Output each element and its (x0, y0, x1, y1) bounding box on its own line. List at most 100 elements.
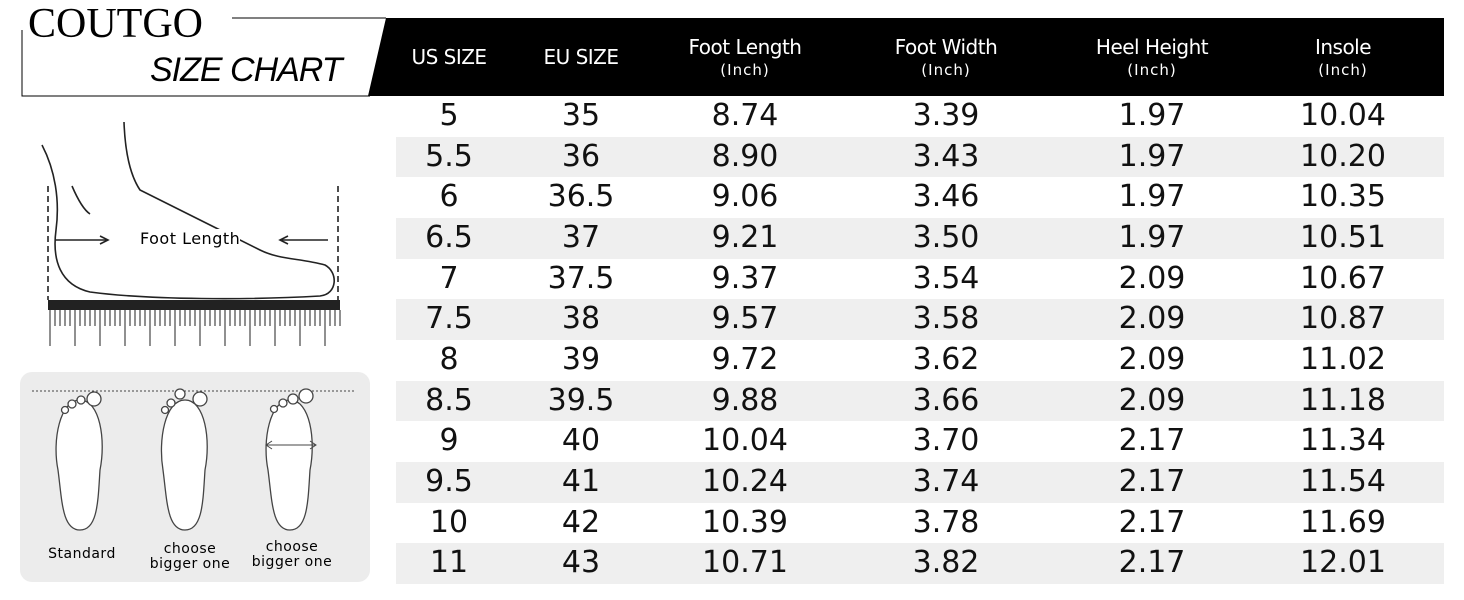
table-cell: 35 (561, 98, 601, 133)
table-cell: 2.17 (1118, 545, 1186, 581)
table-cell: 3.50 (912, 220, 980, 255)
header-label: Foot Length (688, 35, 802, 59)
table-cell: 9 (439, 423, 459, 459)
table-cell: 8.5 (425, 382, 473, 418)
table-cell: 8 (439, 342, 459, 377)
table-cell: 11.02 (1300, 342, 1386, 377)
table-cell: 9.57 (711, 301, 779, 337)
table-cell: 10.51 (1300, 220, 1386, 255)
table-cell: 10.67 (1300, 260, 1386, 296)
table-cell: 9.88 (711, 382, 779, 418)
table-row: 7.5 38 9.57 3.58 2.09 10.87 (396, 299, 1444, 341)
toe-label: choose bigger one (251, 539, 333, 570)
table-cell: 2.17 (1118, 504, 1186, 540)
table-cell: 3.43 (912, 138, 980, 174)
table-cell: 6 (439, 179, 459, 215)
header-label: EU SIZE (543, 45, 619, 69)
table-cell: 2.09 (1118, 260, 1186, 296)
table-cell: 10.20 (1300, 138, 1386, 174)
table-cell: 3.66 (912, 382, 980, 418)
table-cell: 9.72 (711, 342, 779, 377)
table-cell: 3.82 (912, 545, 980, 581)
table-cell: 3.39 (912, 98, 980, 133)
column-header: Heel Height (Inch) (1062, 18, 1242, 96)
table-cell: 9.21 (711, 220, 779, 255)
table-cell: 5.5 (425, 138, 473, 174)
table-cell: 2.09 (1118, 342, 1186, 377)
table-cell: 8.74 (711, 98, 779, 133)
table-cell: 39 (561, 342, 601, 377)
table-cell: 12.01 (1300, 545, 1386, 581)
header-label: Insole (1314, 35, 1372, 59)
table-cell: 3.70 (912, 423, 980, 459)
table-cell: 9.06 (711, 179, 779, 215)
column-header: US SIZE (359, 18, 539, 96)
table-cell: 9.37 (711, 260, 779, 296)
column-header: Foot Length (Inch) (655, 18, 835, 96)
toe-label: Standard (48, 546, 116, 562)
table-row: 7 37.5 9.37 3.54 2.09 10.67 (396, 259, 1444, 300)
table-row: 8 39 9.72 3.62 2.09 11.02 (396, 340, 1444, 381)
table-row: 5 35 8.74 3.39 1.97 10.04 (396, 96, 1444, 137)
table-cell: 41 (561, 464, 601, 499)
table-cell: 43 (561, 545, 601, 581)
table-cell: 10.04 (702, 423, 788, 459)
table-cell: 2.09 (1118, 382, 1186, 418)
table-cell: 10.35 (1300, 179, 1386, 215)
table-cell: 5 (439, 98, 459, 133)
toe-label: choose bigger one (149, 541, 231, 572)
header-unit: (Inch) (921, 61, 971, 79)
table-row: 9.5 41 10.24 3.74 2.17 11.54 (396, 462, 1444, 503)
table-row: 6.5 37 9.21 3.50 1.97 10.51 (396, 218, 1444, 259)
column-header: EU SIZE (491, 18, 671, 96)
table-row: 8.5 39.5 9.88 3.66 2.09 11.18 (396, 380, 1444, 422)
table-cell: 1.97 (1118, 138, 1186, 174)
table-cell: 11.54 (1300, 464, 1386, 499)
table-cell: 3.58 (912, 301, 980, 337)
table-cell: 8.90 (711, 138, 779, 174)
header-unit: (Inch) (1127, 61, 1177, 79)
table-cell: 1.97 (1118, 179, 1186, 215)
table-cell: 6.5 (425, 220, 473, 255)
table-cell: 10.39 (702, 504, 788, 540)
column-header: Foot Width (Inch) (856, 18, 1036, 96)
header-unit: (Inch) (720, 61, 770, 79)
table-cell: 3.62 (912, 342, 980, 377)
table-row: 5.5 36 8.90 3.43 1.97 10.20 (396, 136, 1444, 178)
table-cell: 37 (561, 220, 601, 255)
table-cell: 36 (561, 138, 601, 174)
table-cell: 2.17 (1118, 464, 1186, 499)
table-cell: 36.5 (547, 179, 615, 215)
table-cell: 40 (561, 423, 601, 459)
table-row: 10 42 10.39 3.78 2.17 11.69 (396, 503, 1444, 544)
table-cell: 11.18 (1300, 382, 1386, 418)
header-label: Foot Width (894, 35, 998, 59)
table-cell: 42 (561, 504, 601, 540)
table-cell: 11 (429, 545, 469, 581)
table-cell: 38 (561, 301, 601, 337)
table-cell: 10.71 (702, 545, 788, 581)
header-label: US SIZE (411, 45, 487, 69)
table-cell: 2.17 (1118, 423, 1186, 459)
table-cell: 37.5 (547, 260, 615, 296)
table-cell: 3.78 (912, 504, 980, 540)
foot-length-label: Foot Length (140, 229, 241, 248)
table-row: 6 36.5 9.06 3.46 1.97 10.35 (396, 177, 1444, 218)
table-cell: 1.97 (1118, 98, 1186, 133)
table-cell: 10 (429, 504, 469, 540)
header-unit: (Inch) (1318, 61, 1368, 79)
table-cell: 11.69 (1300, 504, 1386, 540)
table-cell: 1.97 (1118, 220, 1186, 255)
table-cell: 10.24 (702, 464, 788, 499)
table-cell: 10.87 (1300, 301, 1386, 337)
subtitle: SIZE CHART (150, 51, 343, 89)
table-cell: 3.54 (912, 260, 980, 296)
table-cell: 11.34 (1300, 423, 1386, 459)
table-cell: 9.5 (425, 464, 473, 499)
table-cell: 7.5 (425, 301, 473, 337)
column-header: Insole (Inch) (1253, 18, 1433, 96)
table-row: 11 43 10.71 3.82 2.17 12.01 (396, 543, 1444, 585)
header-label: Heel Height (1095, 35, 1209, 59)
